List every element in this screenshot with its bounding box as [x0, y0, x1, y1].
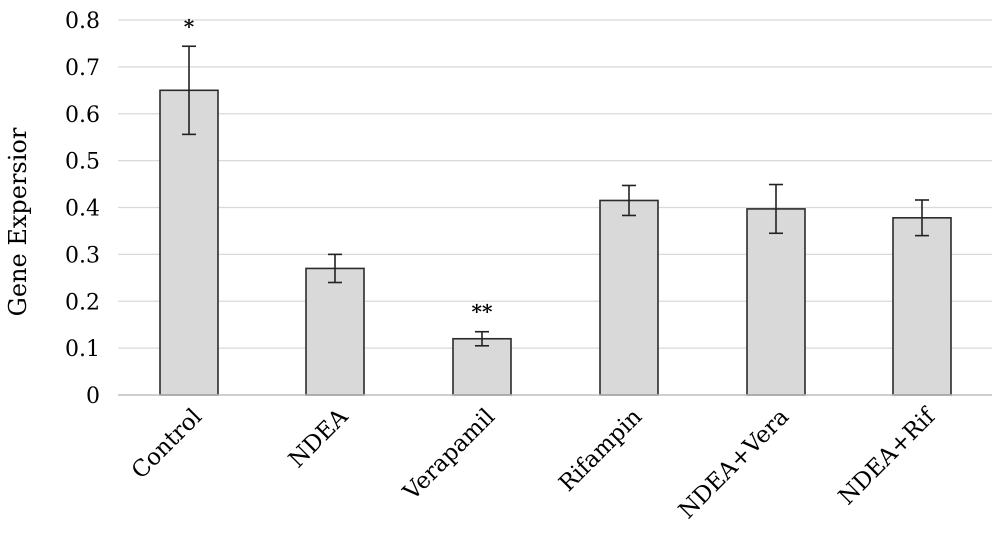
x-category-label: NDEA+Rif — [834, 403, 941, 510]
bar-verapamil — [452, 337, 512, 396]
y-tick-label: 0.5 — [65, 150, 100, 175]
bars — [159, 89, 952, 396]
x-category-label: Control — [127, 404, 207, 484]
bar-control — [159, 89, 219, 396]
significance-marker: * — [184, 14, 195, 38]
bar-ndea — [305, 267, 365, 396]
y-tick-label: 0.4 — [65, 197, 100, 222]
error-bars — [182, 45, 929, 347]
significance-markers: *** — [184, 14, 493, 323]
y-tick-label: 0.8 — [65, 9, 100, 34]
x-axis-categories: Control NDEA Verapamil Rifampin NDEA+Vera NDE… — [127, 403, 941, 524]
x-category-label: Verapamil — [398, 404, 500, 506]
bar-rifampin — [599, 199, 659, 396]
x-category-label: NDEA — [284, 404, 354, 474]
gridlines — [118, 19, 992, 349]
y-tick-label: 0.2 — [65, 290, 100, 315]
y-tick-label: 0.3 — [65, 243, 100, 268]
bar-ndea-vera — [746, 208, 806, 396]
y-tick-label: 0 — [86, 384, 100, 409]
y-tick-label: 0.1 — [65, 337, 100, 362]
y-axis-ticks: 0 0.1 0.2 0.3 0.4 0.5 0.6 0.7 0.8 — [65, 9, 100, 409]
y-axis-title: Gene Expersior — [4, 127, 32, 316]
x-category-label: Rifampin — [554, 404, 647, 497]
y-tick-label: 0.7 — [65, 56, 100, 81]
x-category-label: NDEA+Vera — [674, 404, 794, 524]
y-tick-label: 0.6 — [65, 103, 100, 128]
bar-ndea-rif — [892, 217, 952, 396]
significance-marker: ** — [472, 300, 493, 324]
